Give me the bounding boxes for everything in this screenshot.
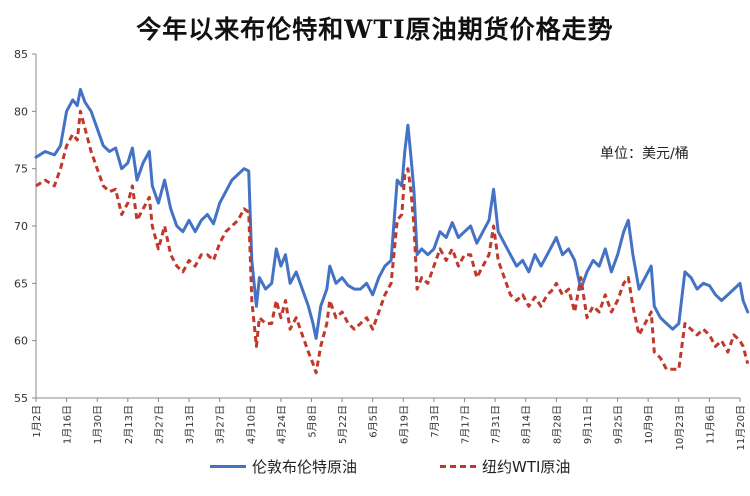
y-tick-label: 65 [14, 277, 28, 290]
legend-swatch-brent [210, 465, 246, 468]
x-tick-label: 4月24日 [276, 405, 288, 444]
legend-swatch-wti [440, 465, 476, 468]
x-tick-label: 3月27日 [215, 405, 227, 444]
x-tick-label: 1月16日 [62, 405, 74, 444]
x-tick-label: 5月22日 [337, 405, 349, 444]
x-tick-label: 9月11日 [582, 405, 594, 444]
axes [35, 54, 740, 399]
series-layer [34, 88, 750, 375]
x-tick-label: 2月13日 [123, 405, 135, 444]
x-tick-label: 10月23日 [674, 405, 686, 450]
y-tick-label: 60 [14, 335, 28, 348]
legend-label-brent: 伦敦布伦特原油 [252, 458, 358, 476]
y-tick-label: 70 [14, 220, 28, 233]
x-tick-label: 1月2日 [31, 405, 43, 438]
x-tick-label: 10月9日 [643, 405, 655, 444]
x-tick-label: 7月31日 [490, 405, 502, 444]
y-tick-label: 80 [14, 105, 28, 118]
x-tick-label: 6月5日 [368, 405, 380, 438]
x-tick-label: 6月19日 [398, 405, 410, 444]
legend-item-wti: 纽约WTI原油 [440, 456, 570, 477]
x-tick-label: 1月30日 [92, 405, 104, 444]
x-tick-label: 8月14日 [521, 405, 533, 444]
x-tick-label: 3月13日 [184, 405, 196, 444]
legend-item-brent: 伦敦布伦特原油 [210, 456, 357, 477]
x-tick-label: 4月10日 [245, 405, 257, 444]
chart-title: 今年以来布伦特和WTI原油期货价格走势 [136, 15, 614, 44]
x-tick-label: 9月25日 [613, 405, 625, 444]
x-tick-label: 11月6日 [704, 405, 716, 444]
unit-note: 单位：美元/桶 [600, 146, 689, 162]
x-tick-label: 8月28日 [551, 405, 563, 444]
x-tick-label: 7月17日 [460, 405, 472, 444]
x-axis-ticks: 1月2日 1月16日 1月30日 2月13日 2月27日 3月13日 3月27日 4月10日 4… [31, 398, 747, 450]
x-tick-label: 11月20日 [735, 405, 747, 450]
series-line-brent [34, 88, 750, 340]
series-line-wti [35, 109, 750, 375]
legend-label-wti: 纽约WTI原油 [482, 458, 571, 476]
x-tick-label: 2月27日 [153, 405, 165, 444]
y-tick-label: 75 [14, 163, 28, 176]
y-tick-label: 85 [14, 48, 28, 61]
y-tick-label: 55 [14, 392, 28, 405]
x-tick-label: 5月8日 [306, 405, 318, 438]
y-axis-ticks: 55 60 65 70 75 80 85 [14, 48, 36, 405]
x-tick-label: 7月3日 [429, 405, 441, 438]
